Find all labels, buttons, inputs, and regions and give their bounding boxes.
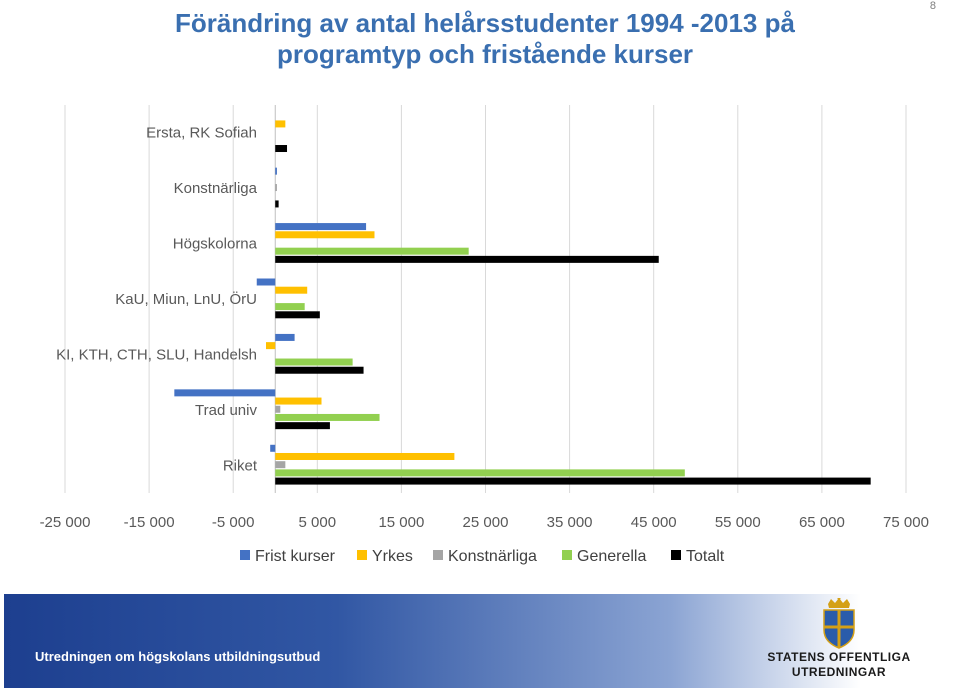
x-tick-label: 5 000 xyxy=(299,514,337,531)
bar xyxy=(256,278,276,286)
bar xyxy=(275,184,277,192)
bar xyxy=(275,231,375,239)
bar xyxy=(265,342,276,350)
bar xyxy=(275,255,659,263)
bar xyxy=(275,120,286,128)
bar-chart: -25 000 -15 000 -5 000 5 000 15 000 25 000 35 … xyxy=(40,105,929,565)
legend-swatch xyxy=(357,550,367,560)
y-category-label: Högskolorna xyxy=(173,236,258,253)
bar xyxy=(275,469,685,477)
sou-logo: STATENS OFFENTLIGA UTREDNINGAR xyxy=(766,597,912,684)
x-tick-label: 65 000 xyxy=(799,514,845,531)
footer-text: Utredningen om högskolans utbildningsutb… xyxy=(35,649,321,664)
crown-shield-icon xyxy=(823,597,855,649)
x-tick-label: 45 000 xyxy=(631,514,677,531)
logo-text-line2: UTREDNINGAR xyxy=(791,665,887,679)
bar xyxy=(275,303,305,311)
x-tick-label: 35 000 xyxy=(547,514,593,531)
page-number: 8 xyxy=(929,0,936,12)
legend-swatch xyxy=(240,550,250,560)
y-category-label: KaU, Miun, LnU, ÖrU xyxy=(115,290,257,308)
bar xyxy=(275,200,279,208)
x-tick-label: -15 000 xyxy=(124,514,175,531)
x-tick-label: 15 000 xyxy=(378,514,424,531)
bar xyxy=(275,366,364,374)
bar xyxy=(275,167,277,175)
bar xyxy=(275,452,455,460)
legend-label: Konstnärliga xyxy=(448,548,537,565)
y-category-label: KI, KTH, CTH, SLU, Handelsh xyxy=(56,346,257,363)
logo-text-line1: STATENS OFFENTLIGA xyxy=(767,650,911,664)
bar xyxy=(275,145,288,153)
bar xyxy=(270,444,276,452)
bar xyxy=(275,286,308,294)
bar xyxy=(275,333,295,341)
x-tick-label: 75 000 xyxy=(883,514,929,531)
bar xyxy=(275,223,367,231)
y-category-label: Trad univ xyxy=(195,402,257,419)
bar xyxy=(275,358,353,366)
bar xyxy=(275,247,469,255)
bar xyxy=(275,397,322,405)
y-category-label: Ersta, RK Sofiah xyxy=(146,125,257,142)
y-category-label: Konstnärliga xyxy=(174,180,258,197)
legend-swatch xyxy=(671,550,681,560)
legend-swatch xyxy=(562,550,572,560)
bar xyxy=(275,311,320,319)
legend-label: Frist kurser xyxy=(255,548,336,565)
x-tick-label: 25 000 xyxy=(463,514,509,531)
x-tick-label: 55 000 xyxy=(715,514,761,531)
legend-label: Generella xyxy=(577,548,646,565)
bar xyxy=(174,389,276,397)
y-category-label: Riket xyxy=(223,457,258,474)
x-tick-label: -5 000 xyxy=(212,514,255,531)
bar xyxy=(275,405,281,413)
bar xyxy=(275,413,380,421)
footer-banner: Utredningen om högskolans utbildningsutb… xyxy=(4,594,956,688)
slide-title: Förändring av antal helårsstudenter 1994… xyxy=(175,8,795,69)
bar xyxy=(275,477,871,485)
bar xyxy=(275,461,286,469)
legend-swatch xyxy=(433,550,443,560)
x-tick-label: -25 000 xyxy=(40,514,91,531)
legend-label: Yrkes xyxy=(372,548,413,565)
bar xyxy=(275,422,330,430)
legend-label: Totalt xyxy=(686,548,725,565)
